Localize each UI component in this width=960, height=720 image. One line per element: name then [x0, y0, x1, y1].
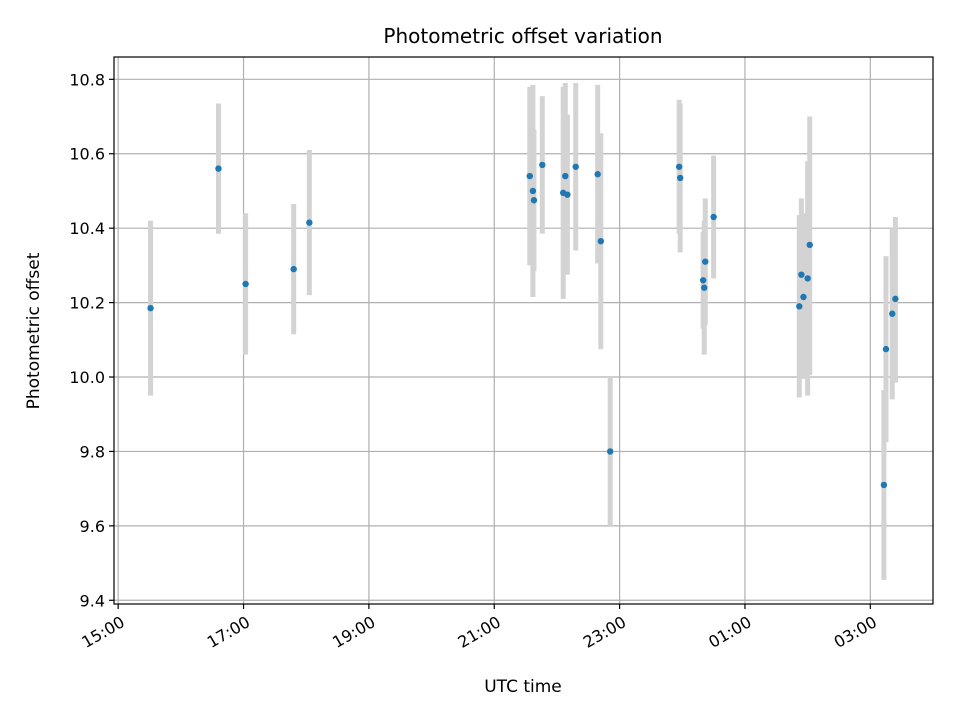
y-tick-label: 10.8: [69, 70, 105, 89]
data-point: [562, 172, 569, 180]
plot-frame: [113, 56, 934, 605]
chart-title: Photometric offset variation: [383, 24, 662, 48]
data-points: [147, 161, 899, 489]
data-point: [526, 172, 533, 180]
data-point: [530, 197, 538, 204]
data-point: [702, 258, 709, 265]
y-tick-label: 10.2: [69, 294, 105, 313]
data-point: [701, 284, 708, 291]
data-point: [147, 304, 154, 312]
data-point: [804, 275, 811, 282]
data-point: [800, 293, 807, 301]
y-tick-label: 10.6: [69, 145, 105, 164]
data-point: [572, 163, 579, 170]
y-tick-label: 10.4: [69, 219, 105, 238]
data-point: [889, 310, 896, 317]
y-tick-label: 10.0: [69, 368, 105, 387]
y-axis: 9.4 9.6 9.8 10.0 10.2 10.4 10.6 10.8: [69, 70, 114, 610]
data-point: [597, 237, 605, 245]
y-tick-label: 9.4: [80, 591, 105, 610]
y-axis-label: Photometric offset: [24, 252, 44, 409]
data-point: [594, 171, 601, 178]
data-point: [539, 161, 546, 169]
x-axis-label: UTC time: [484, 677, 562, 697]
data-point: [676, 174, 684, 182]
data-point: [607, 448, 614, 455]
data-point: [880, 481, 888, 489]
data-point: [290, 265, 297, 273]
data-point: [242, 280, 249, 288]
y-tick-label: 9.8: [80, 442, 105, 461]
data-point: [806, 241, 813, 249]
data-point: [306, 219, 313, 226]
data-point: [675, 163, 683, 170]
data-point: [796, 303, 803, 310]
y-tick-label: 9.6: [80, 517, 105, 536]
data-point: [892, 295, 899, 303]
data-point: [699, 277, 707, 284]
data-point: [710, 213, 717, 221]
data-point: [882, 345, 890, 353]
data-point: [798, 271, 805, 278]
grid: [114, 57, 933, 604]
data-point: [529, 187, 537, 195]
data-point: [215, 165, 222, 172]
data-point: [564, 191, 571, 198]
plot-area: [114, 57, 933, 604]
